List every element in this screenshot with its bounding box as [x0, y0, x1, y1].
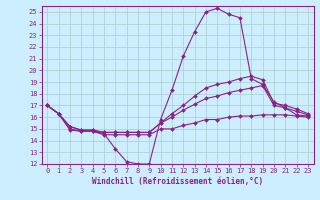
X-axis label: Windchill (Refroidissement éolien,°C): Windchill (Refroidissement éolien,°C) — [92, 177, 263, 186]
